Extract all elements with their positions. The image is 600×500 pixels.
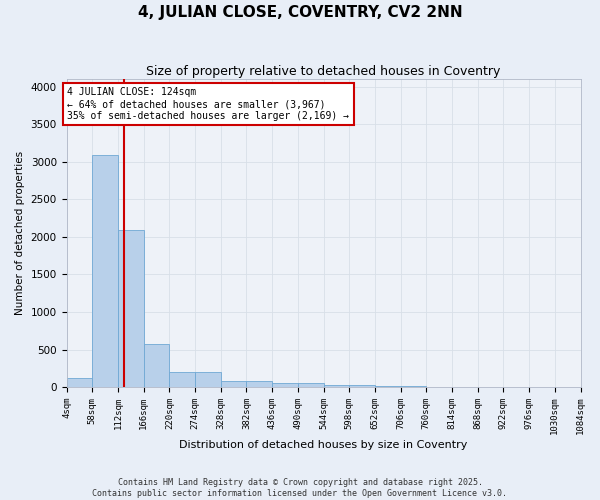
Title: Size of property relative to detached houses in Coventry: Size of property relative to detached ho… xyxy=(146,65,501,78)
Bar xyxy=(92,155,118,387)
Text: 4, JULIAN CLOSE, COVENTRY, CV2 2NN: 4, JULIAN CLOSE, COVENTRY, CV2 2NN xyxy=(137,5,463,20)
Bar xyxy=(401,386,427,387)
Bar xyxy=(67,378,92,387)
Bar xyxy=(143,344,169,387)
Bar xyxy=(195,372,221,387)
Bar xyxy=(118,230,143,387)
Text: Contains HM Land Registry data © Crown copyright and database right 2025.
Contai: Contains HM Land Registry data © Crown c… xyxy=(92,478,508,498)
Bar xyxy=(169,372,195,387)
Text: 4 JULIAN CLOSE: 124sqm
← 64% of detached houses are smaller (3,967)
35% of semi-: 4 JULIAN CLOSE: 124sqm ← 64% of detached… xyxy=(67,88,349,120)
Bar xyxy=(221,382,247,387)
Bar xyxy=(375,386,401,387)
Bar xyxy=(298,384,323,387)
Bar xyxy=(323,385,349,387)
Bar xyxy=(272,384,298,387)
X-axis label: Distribution of detached houses by size in Coventry: Distribution of detached houses by size … xyxy=(179,440,468,450)
Bar xyxy=(349,385,375,387)
Bar xyxy=(247,382,272,387)
Y-axis label: Number of detached properties: Number of detached properties xyxy=(15,151,25,315)
